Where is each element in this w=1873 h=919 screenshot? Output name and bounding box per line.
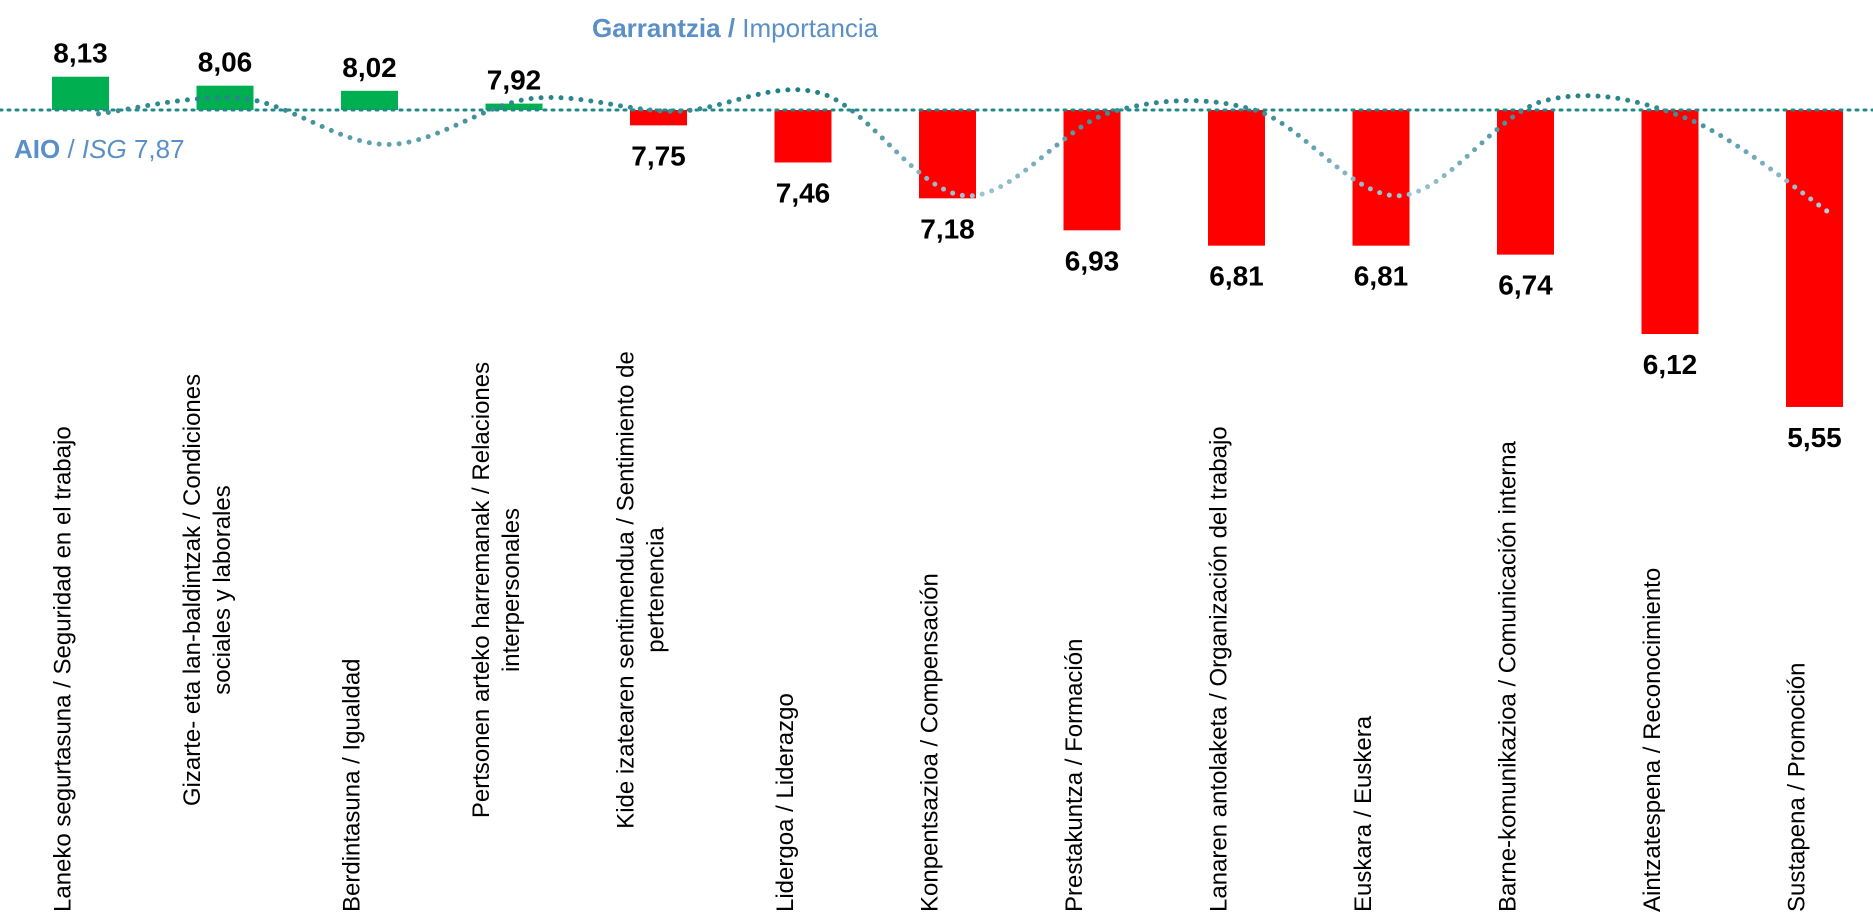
bar-11 [1641,110,1699,334]
bar-0 [52,76,109,110]
value-label-3: 7,92 [487,65,542,96]
value-label-0: 8,13 [53,38,108,69]
value-label-5: 7,46 [776,177,831,208]
importance-legend-text: Importancia [742,13,878,43]
value-label-8: 6,81 [1209,261,1264,292]
bar-10 [1497,110,1554,255]
category-labels-layer: Laneko segurtasuna / Seguridad en el tra… [50,351,1811,912]
category-label-3-0: Pertsonen arteko harremanak / Relaciones [468,362,495,818]
importance-curve [96,87,1835,218]
category-label-3-1: interpersonales [498,508,525,672]
bar-6 [919,110,976,199]
average-legend-bold: AIO [14,134,60,164]
importance-curve-layer [96,87,1835,218]
category-label-9-0: Euskara / Euskera [1350,715,1377,912]
category-label-7-0: Prestakuntza / Formación [1061,639,1088,912]
value-label-10: 6,74 [1498,270,1553,301]
category-label-10-0: Barne-komunikazioa / Comunicación intern… [1495,440,1522,912]
value-label-11: 6,12 [1643,349,1698,380]
value-label-1: 8,06 [198,47,253,78]
average-legend-value: 7,87 [134,134,185,164]
value-labels-layer: 8,13 8,06 8,02 7,92 7,75 7,46 7,18 6,93 6,81 6,81… [53,38,1842,453]
category-label-5-0: Lidergoa / Liderazgo [772,693,799,912]
value-label-9: 6,81 [1354,261,1409,292]
bar-12 [1786,110,1843,407]
bar-8 [1208,110,1265,246]
category-label-1-1: sociales y laborales [209,485,236,694]
value-label-12: 5,55 [1787,422,1842,453]
bar-3 [485,103,543,110]
value-label-7: 6,93 [1065,245,1120,276]
category-label-4-1: pertenencia [643,527,670,653]
category-label-12-0: Sustapena / Promoción [1784,663,1811,912]
average-legend-italic: ISG [82,134,127,164]
value-label-6: 7,18 [920,213,975,244]
bar-4 [630,110,687,126]
bar-7 [1063,110,1121,231]
category-label-1-0: Gizarte- eta lan-baldintzak / Condicione… [179,374,206,806]
average-legend-sep: / [60,134,82,164]
category-label-2-0: Berdintasuna / Igualdad [339,658,366,912]
category-label-0-0: Laneko segurtasuna / Seguridad en el tra… [50,426,77,912]
bar-2 [341,90,398,110]
average-legend: AIO / ISG 7,87 [14,134,185,164]
bars-layer [52,76,1843,407]
category-label-11-0: Aintzatespena / Reconocimiento [1639,568,1666,912]
category-label-6-0: Konpentsazioa / Compensación [917,573,944,912]
bar-9 [1352,110,1410,246]
category-label-8-0: Lanaren antolaketa / Organización del tr… [1206,426,1233,912]
importance-legend-bold: Garrantzia / [592,13,735,43]
category-label-4-0: Kide izatearen sentimendua / Sentimiento… [613,351,640,829]
importance-legend: Garrantzia / Importancia [592,13,879,43]
bar-5 [774,110,832,163]
value-label-4: 7,75 [631,140,686,171]
value-label-2: 8,02 [342,52,397,83]
